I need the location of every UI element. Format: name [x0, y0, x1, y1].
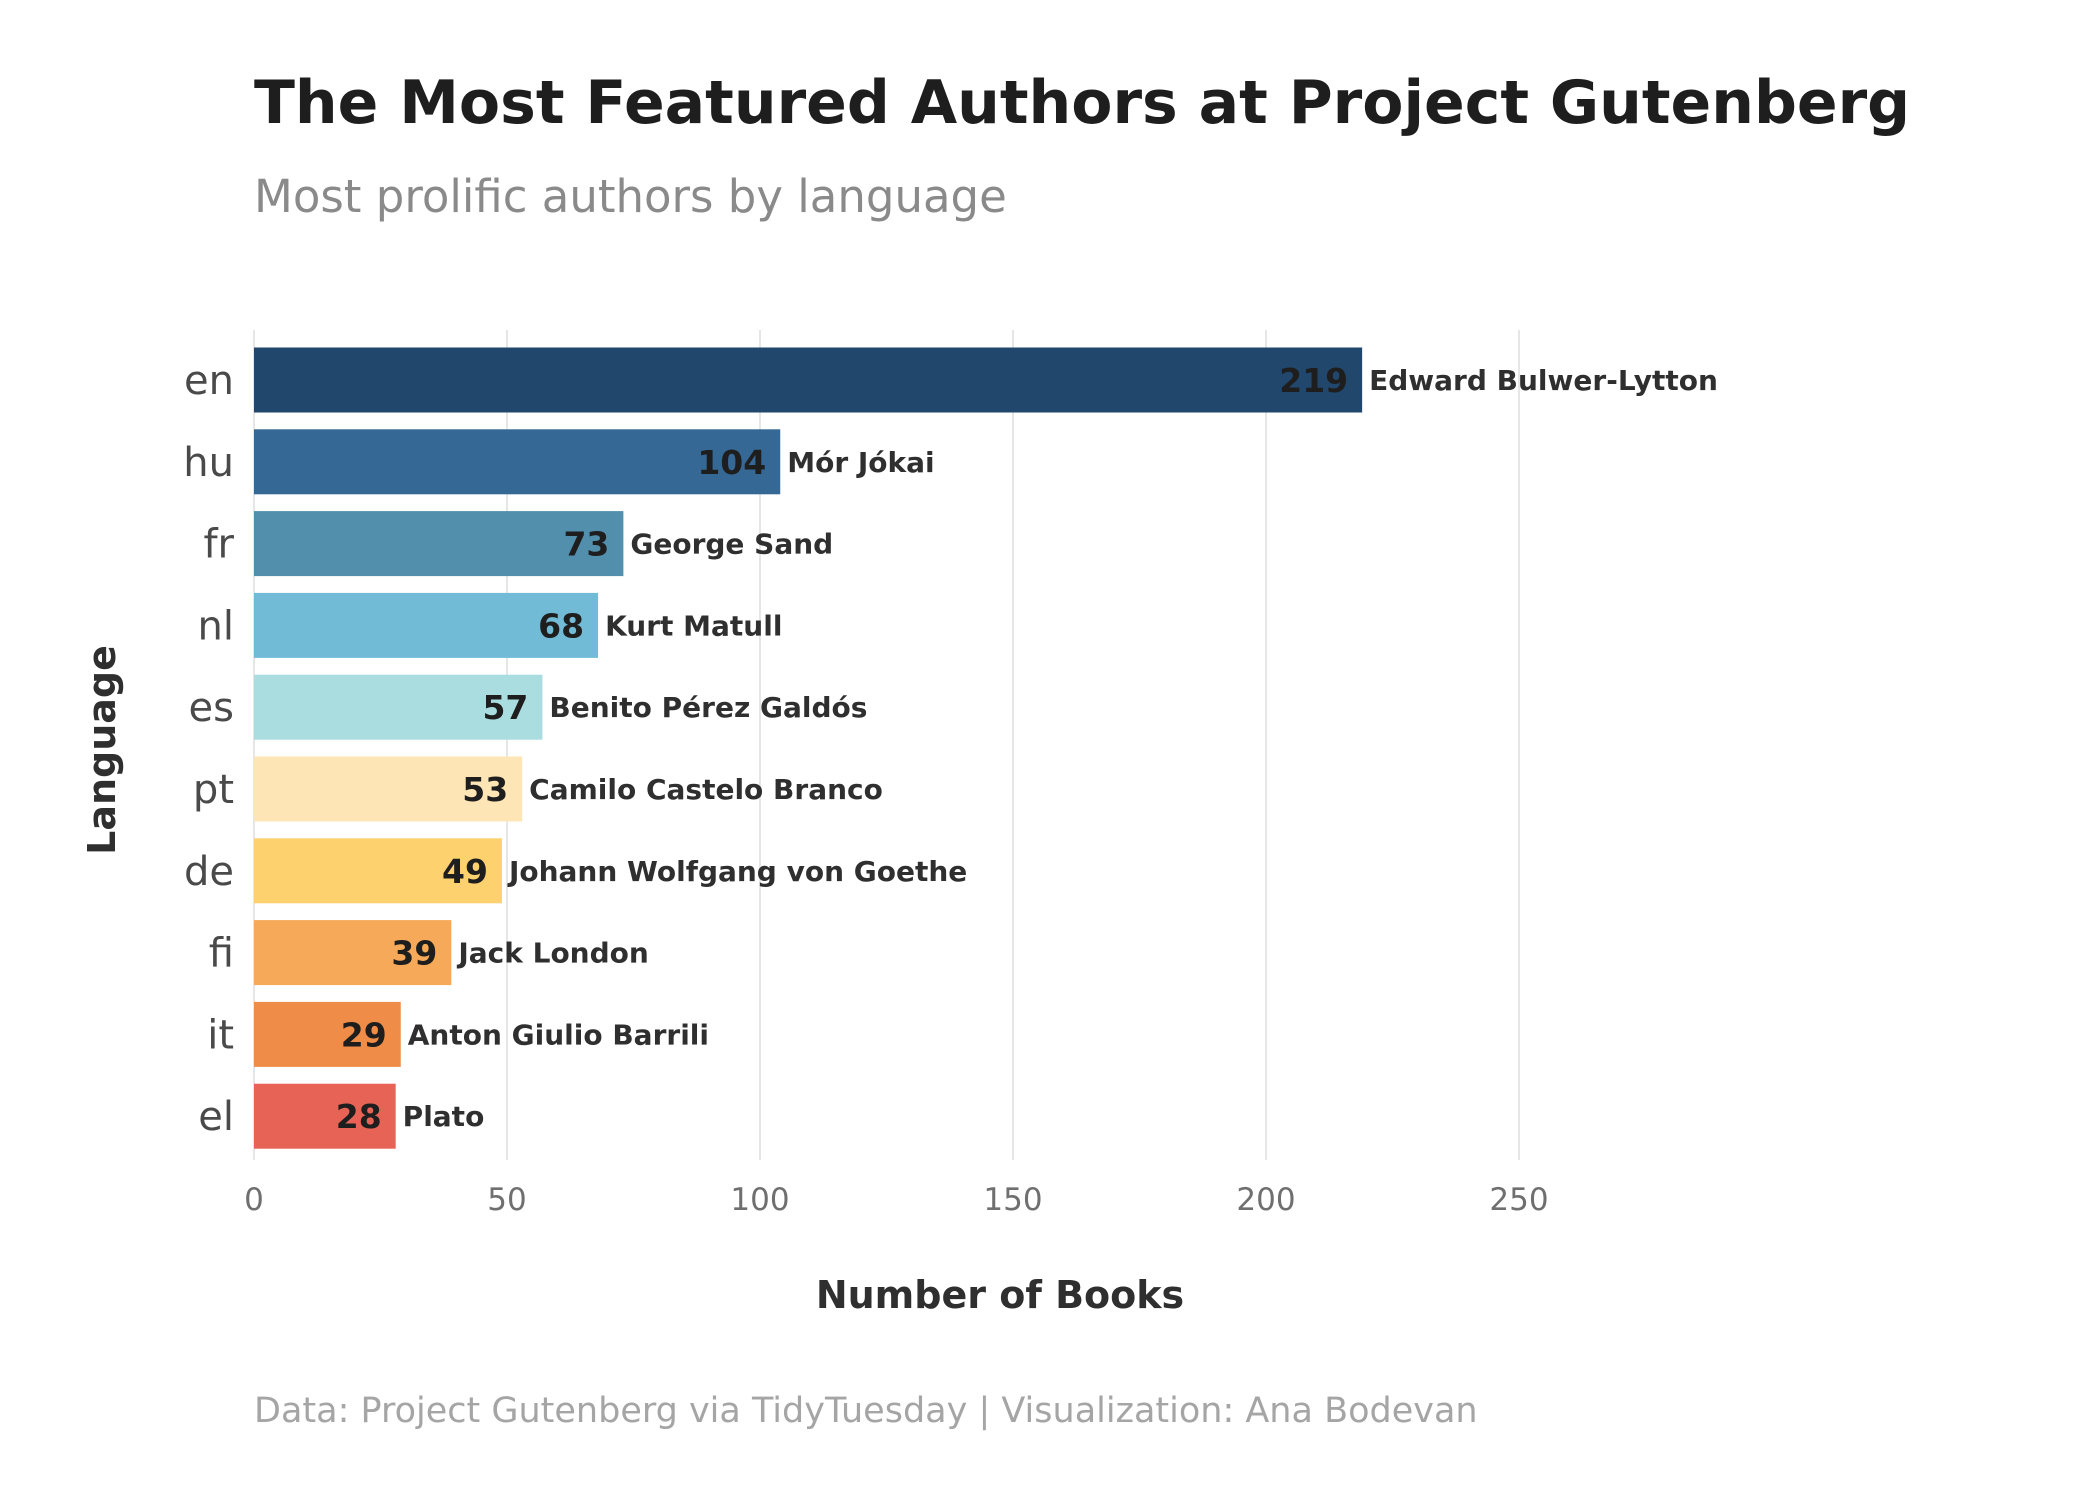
- bar-value-label: 28: [336, 1097, 382, 1136]
- bar-author-label: Mór Jókai: [787, 446, 934, 479]
- bar-it: [254, 1001, 401, 1067]
- bar-pt: [254, 756, 523, 822]
- x-tick-label: 200: [1236, 1182, 1295, 1218]
- bar-value-label: 219: [1279, 361, 1348, 400]
- bar-value-label: 57: [482, 688, 528, 727]
- y-tick-label: en: [184, 358, 234, 404]
- bar-fi: [254, 920, 452, 986]
- bar-author-label: Camilo Castelo Branco: [529, 773, 883, 806]
- bar-value-label: 53: [462, 770, 508, 809]
- bar-value-label: 104: [697, 443, 766, 482]
- bar-de: [254, 838, 502, 904]
- y-axis-label: Language: [80, 645, 124, 855]
- bar-author-label: Edward Bulwer-Lytton: [1369, 364, 1718, 397]
- bar-author-label: Johann Wolfgang von Goethe: [507, 855, 967, 888]
- x-tick-label: 50: [487, 1182, 526, 1218]
- bar-author-label: Plato: [403, 1100, 485, 1133]
- chart-title: The Most Featured Authors at Project Gut…: [254, 68, 1911, 138]
- x-axis-ticks: 0 50 100 150 200 250: [244, 1182, 1548, 1218]
- bar-author-label: Benito Pérez Galdós: [549, 691, 867, 724]
- y-tick-label: de: [184, 849, 234, 895]
- bar-en: [254, 347, 1363, 413]
- y-tick-label: hu: [183, 440, 234, 486]
- bar-author-label: Anton Giulio Barrili: [408, 1018, 709, 1051]
- bars: 219 Edward Bulwer-Lytton 104 Mór Jókai 73 Geo…: [254, 347, 1718, 1149]
- bar-es: [254, 674, 543, 740]
- chart-caption: Data: Project Gutenberg via TidyTuesday …: [254, 1391, 1478, 1431]
- x-axis-label: Number of Books: [816, 1273, 1184, 1317]
- bar-value-label: 73: [563, 525, 609, 564]
- x-tick-label: 150: [983, 1182, 1042, 1218]
- y-tick-label: es: [189, 685, 234, 731]
- bar-el: [254, 1083, 396, 1149]
- bar-value-label: 39: [391, 934, 437, 973]
- bar-author-label: George Sand: [630, 528, 833, 561]
- x-tick-label: 250: [1489, 1182, 1548, 1218]
- x-tick-label: 100: [730, 1182, 789, 1218]
- y-tick-label: it: [207, 1012, 234, 1058]
- bar-nl: [254, 592, 599, 658]
- bar-hu: [254, 429, 781, 495]
- x-tick-label: 0: [244, 1182, 264, 1218]
- bar-value-label: 68: [538, 606, 584, 645]
- bar-fr: [254, 511, 624, 577]
- y-tick-label: el: [198, 1094, 234, 1140]
- bar-author-label: Jack London: [456, 937, 649, 970]
- y-axis-categories: en hu fr nl es pt de fi it el: [183, 358, 234, 1140]
- chart-subtitle: Most prolific authors by language: [254, 170, 1007, 223]
- bar-value-label: 49: [442, 852, 488, 891]
- y-tick-label: fi: [209, 931, 234, 977]
- y-tick-label: fr: [203, 522, 234, 568]
- y-tick-label: pt: [193, 767, 234, 813]
- bar-author-label: Kurt Matull: [605, 609, 782, 642]
- bar-value-label: 29: [341, 1015, 387, 1054]
- y-tick-label: nl: [198, 603, 234, 649]
